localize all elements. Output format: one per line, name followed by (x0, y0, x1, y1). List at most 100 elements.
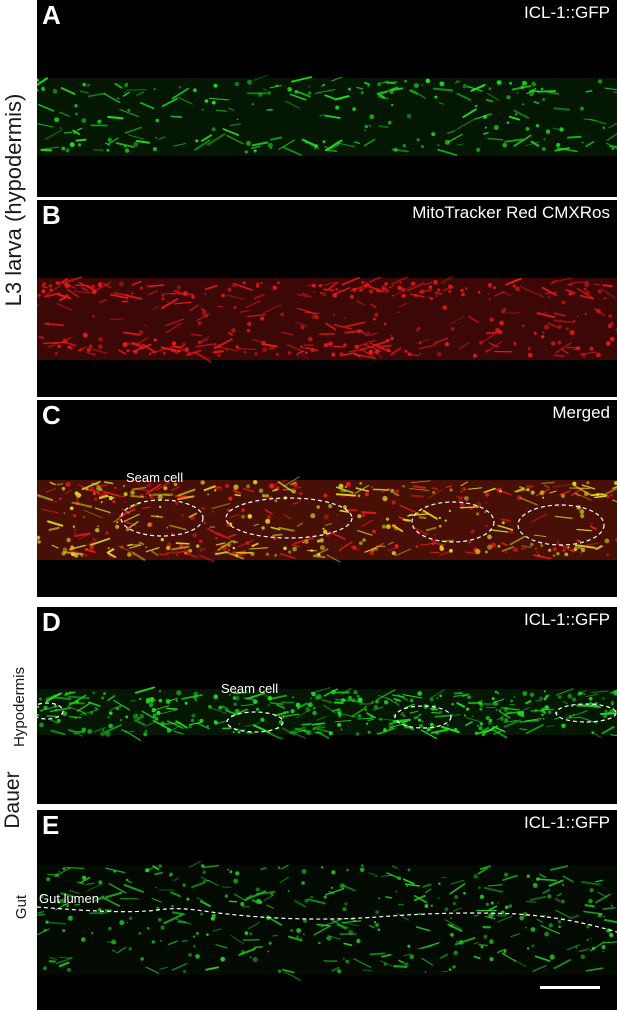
mitochondrial-filament (569, 710, 588, 718)
mitochondrial-filament (60, 337, 72, 344)
mitochondrial-filament (202, 864, 220, 869)
mitochondrial-filament (377, 694, 393, 701)
mitochondrial-filament (344, 329, 363, 334)
mitochondrial-filament (236, 347, 257, 350)
mitochondrial-filament (151, 550, 159, 556)
fluorescence-particle (314, 144, 318, 148)
fluorescence-particle (367, 730, 371, 734)
fluorescence-particle (595, 308, 601, 314)
mitochondrial-filament (177, 495, 195, 501)
mitochondrial-filament (479, 865, 491, 871)
fluorescence-particle (356, 694, 360, 698)
fluorescence-particle (415, 545, 419, 548)
mitochondrial-filament (253, 523, 260, 526)
fluorescence-particle (332, 292, 338, 298)
fluorescence-particle (543, 697, 547, 701)
fluorescence-particle (306, 729, 312, 736)
fluorescence-particle (107, 137, 112, 142)
fluorescence-particle (475, 732, 477, 734)
mitochondrial-filament (232, 282, 253, 291)
mitochondrial-filament (314, 687, 331, 693)
fluorescence-particle (364, 124, 368, 129)
mitochondrial-filament (473, 914, 479, 917)
mitochondrial-filament (68, 715, 82, 719)
mitochondrial-filament (253, 724, 271, 734)
panel-b: B MitoTracker Red CMXRos (37, 200, 617, 397)
fluorescence-particle (69, 142, 75, 148)
micrograph-b (37, 275, 617, 363)
fluorescence-particle (62, 929, 66, 933)
seam-cell-outline (225, 497, 353, 539)
fluorescence-particle (228, 693, 231, 696)
mitochondrial-filament (485, 98, 494, 103)
fluorescence-particle (385, 338, 389, 343)
mitochondrial-filament (78, 533, 91, 540)
fluorescence-particle (66, 537, 71, 543)
mitochondrial-filament (114, 82, 123, 89)
mitochondrial-filament (333, 323, 353, 330)
fluorescence-particle (487, 292, 490, 295)
mitochondrial-filament (452, 907, 462, 912)
fluorescence-particle (342, 283, 345, 286)
mitochondrial-filament (393, 964, 408, 969)
panel-letter: D (42, 607, 61, 637)
mitochondrial-filament (262, 88, 268, 92)
fluorescence-particle (195, 139, 199, 143)
mitochondrial-filament (269, 702, 284, 705)
fluorescence-particle (478, 726, 483, 731)
mitochondrial-filament (422, 509, 438, 520)
fluorescence-particle (533, 331, 537, 335)
mitochondrial-filament (485, 331, 500, 335)
fluorescence-particle (287, 890, 290, 892)
mitochondrial-filament (188, 512, 198, 518)
fluorescence-particle (346, 868, 350, 872)
fluorescence-particle (548, 923, 553, 928)
fluorescence-particle (402, 143, 406, 148)
fluorescence-particle (316, 505, 320, 509)
fluorescence-particle (611, 703, 614, 706)
fluorescence-particle (362, 513, 366, 517)
fluorescence-particle (310, 513, 316, 519)
mitochondrial-filament (601, 725, 615, 735)
mitochondrial-filament (60, 892, 76, 898)
mitochondrial-filament (378, 125, 389, 128)
mitochondrial-filament (562, 875, 574, 883)
fluorescence-particle (199, 549, 202, 552)
fluorescence-particle (604, 538, 610, 544)
fluorescence-particle (367, 85, 370, 88)
mitochondrial-filament (399, 504, 419, 515)
mitochondrial-filament (79, 90, 89, 94)
mitochondrial-filament (502, 291, 512, 297)
fluorescence-particle (107, 716, 110, 719)
fluorescence-particle (597, 913, 603, 918)
fluorescence-particle (90, 486, 95, 491)
fluorescence-particle (444, 519, 447, 522)
mitochondrial-filament (380, 86, 399, 95)
mitochondrial-filament (292, 732, 306, 739)
mitochondrial-filament (76, 127, 83, 131)
mitochondrial-filament (379, 960, 397, 969)
fluorescence-particle (176, 690, 182, 696)
fluorescence-particle (235, 554, 239, 557)
fluorescence-particle (79, 348, 83, 352)
fluorescence-particle (390, 334, 393, 337)
fluorescence-particle (526, 488, 530, 492)
mitochondrial-filament (296, 293, 309, 298)
mitochondrial-filament (204, 284, 218, 291)
fluorescence-particle (184, 701, 188, 705)
mitochondrial-filament (351, 707, 366, 718)
mitochondrial-filament (186, 349, 202, 357)
fluorescence-particle (321, 866, 324, 869)
fluorescence-particle (542, 717, 545, 720)
mitochondrial-filament (574, 492, 581, 497)
mitochondrial-filament (80, 709, 99, 716)
fluorescence-particle (326, 343, 329, 346)
fluorescence-particle (383, 322, 387, 326)
mitochondrial-filament (391, 865, 398, 869)
fluorescence-particle (253, 149, 257, 153)
mitochondrial-filament (357, 717, 373, 720)
fluorescence-particle (488, 348, 491, 351)
fluorescence-particle (460, 490, 463, 493)
mitochondrial-filament (166, 707, 178, 711)
fluorescence-particle (337, 969, 342, 974)
